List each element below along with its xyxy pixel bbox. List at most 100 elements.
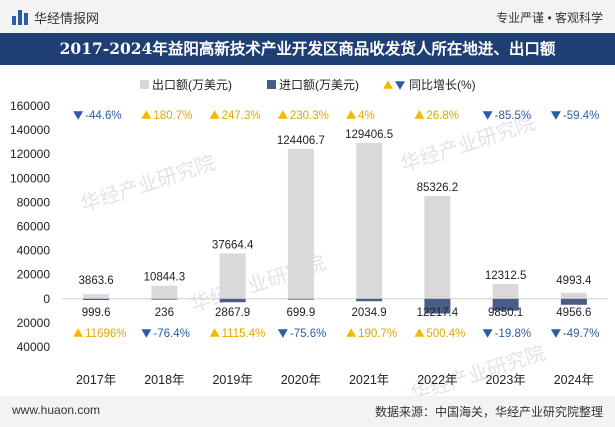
export-bar xyxy=(287,148,314,299)
import-bar xyxy=(219,298,246,303)
export-bar xyxy=(83,294,110,299)
growth-down-icon xyxy=(482,329,493,338)
export-value-label: 3863.6 xyxy=(79,275,114,287)
legend-up-icon xyxy=(383,80,393,89)
import-bar xyxy=(424,298,451,314)
y-tick-label: 0 xyxy=(43,292,50,306)
legend-label-import: 进口额(万美元) xyxy=(279,78,359,92)
import-value-label: 9850.1 xyxy=(488,307,523,319)
legend-swatch-import xyxy=(267,80,276,89)
growth-down-icon xyxy=(73,111,84,120)
y-tick-label: 100000 xyxy=(10,171,50,185)
export-growth-label: 26.8% xyxy=(426,110,459,122)
growth-down-icon xyxy=(482,111,493,120)
growth-up-icon xyxy=(346,328,357,337)
watermark-text: 华经产业研究院 xyxy=(408,341,548,396)
export-bar xyxy=(492,283,519,299)
footer-source: 数据来源：中国海关，华经产业研究院整理 xyxy=(374,405,603,419)
export-growth-label: -44.6% xyxy=(85,110,121,122)
export-value-label: 4993.4 xyxy=(556,275,592,287)
export-bar xyxy=(424,195,451,299)
y-tick-label: 60000 xyxy=(17,220,51,234)
import-value-label: 999.6 xyxy=(82,307,111,319)
import-bar xyxy=(356,298,383,302)
import-growth-label: -76.4% xyxy=(153,328,189,340)
export-value-label: 85326.2 xyxy=(417,182,459,194)
export-growth-label: -85.5% xyxy=(495,110,531,122)
export-value-label: 10844.3 xyxy=(144,272,186,284)
x-tick-label: 2022年 xyxy=(417,373,457,387)
import-value-label: 2867.9 xyxy=(215,307,250,319)
x-tick-label: 2017年 xyxy=(76,373,116,387)
growth-up-icon xyxy=(141,110,152,119)
y-tick-label: 80000 xyxy=(17,195,51,209)
growth-up-icon xyxy=(346,110,357,119)
import-growth-label: 1115.4% xyxy=(222,328,266,340)
x-tick-label: 2024年 xyxy=(554,373,594,387)
growth-up-icon xyxy=(73,328,84,337)
import-growth-label: 190.7% xyxy=(358,328,397,340)
legend-label-export: 出口额(万美元) xyxy=(152,78,232,92)
import-growth-label: -49.7% xyxy=(563,328,599,340)
growth-up-icon xyxy=(209,328,220,337)
growth-down-icon xyxy=(277,329,288,338)
export-growth-label: 4% xyxy=(358,110,375,122)
tagline: 专业严谨 • 客观科学 xyxy=(496,11,603,25)
export-value-label: 124406.7 xyxy=(277,135,325,147)
y-tick-label: 40000 xyxy=(17,244,51,258)
export-value-label: 129406.5 xyxy=(345,129,393,141)
legend-swatch-export xyxy=(140,80,149,89)
import-bar xyxy=(287,298,314,300)
legend-label-growth: 同比增长(%) xyxy=(409,78,476,92)
export-value-label: 12312.5 xyxy=(485,270,527,282)
brand[interactable]: 华经情报网 xyxy=(12,8,99,27)
x-tick-label: 2020年 xyxy=(281,373,321,387)
import-bar xyxy=(560,298,587,305)
x-tick-label: 2021年 xyxy=(349,373,389,387)
x-tick-label: 2019年 xyxy=(212,373,252,387)
import-growth-label: -19.8% xyxy=(495,328,531,340)
legend-down-icon xyxy=(395,81,405,90)
y-tick-label: 20000 xyxy=(17,268,51,282)
brand-logo-icon xyxy=(12,10,28,25)
export-growth-label: 247.3% xyxy=(222,110,261,122)
growth-up-icon xyxy=(414,110,425,119)
growth-down-icon xyxy=(141,329,152,338)
growth-up-icon xyxy=(277,110,288,119)
top-bar: 华经情报网 专业严谨 • 客观科学 xyxy=(0,0,615,33)
import-bar xyxy=(151,298,178,300)
import-bar xyxy=(83,298,110,301)
export-growth-label: -59.4% xyxy=(563,110,599,122)
brand-name: 华经情报网 xyxy=(34,11,100,26)
y-tick-label: 20000 xyxy=(17,316,51,330)
import-growth-label: -75.6% xyxy=(290,328,326,340)
y-tick-label: 140000 xyxy=(10,123,50,137)
footer: www.huaon.com 数据来源：中国海关，华经产业研究院整理 xyxy=(0,396,615,427)
import-value-label: 2034.9 xyxy=(352,307,387,319)
import-value-label: 12217.4 xyxy=(417,307,459,319)
chart-title: 2017-2024年益阳高新技术产业开发区商品收发货人所在地进、出口额 xyxy=(59,39,556,58)
export-value-label: 37664.4 xyxy=(212,239,254,251)
export-bar xyxy=(560,292,587,299)
export-bar xyxy=(151,285,178,299)
title-bar: 2017-2024年益阳高新技术产业开发区商品收发货人所在地进、出口额 xyxy=(0,33,615,65)
export-growth-label: 230.3% xyxy=(290,110,329,122)
export-bar xyxy=(356,142,383,299)
y-tick-label: 160000 xyxy=(10,99,50,113)
import-growth-label: 500.4% xyxy=(426,328,465,340)
y-tick-label: 40000 xyxy=(17,340,51,354)
footer-url[interactable]: www.huaon.com xyxy=(12,403,101,417)
import-value-label: 699.9 xyxy=(286,307,315,319)
import-growth-label: 11696% xyxy=(85,328,126,340)
x-tick-label: 2023年 xyxy=(485,373,525,387)
import-value-label: 236 xyxy=(155,307,174,319)
export-growth-label: 180.7% xyxy=(153,110,192,122)
watermark-text: 华经产业研究院 xyxy=(78,151,218,216)
import-value-label: 4956.6 xyxy=(556,307,591,319)
growth-down-icon xyxy=(550,329,561,338)
growth-up-icon xyxy=(209,110,220,119)
growth-down-icon xyxy=(550,111,561,120)
import-bar xyxy=(492,298,519,311)
growth-up-icon xyxy=(414,328,425,337)
